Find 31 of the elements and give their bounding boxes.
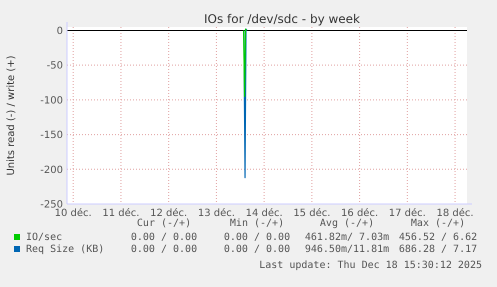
chart-title: IOs for /dev/sdc - by week	[204, 12, 360, 26]
x-tick-label: 17 déc.	[388, 208, 426, 219]
x-tick-label: 14 déc.	[246, 208, 283, 219]
text: Avg (-/+)	[320, 218, 374, 229]
text: 0.00 / 0.00	[130, 244, 198, 255]
text: 686.28 / 7.17	[398, 244, 478, 255]
y-axis-title: Units read (-) / write (+)	[6, 55, 17, 176]
x-tick-label: 10 déc.	[54, 208, 92, 219]
x-tick-label: 15 déc.	[293, 208, 330, 219]
text: 0.00 / 0.00	[224, 244, 290, 255]
y-tick-label: -50	[46, 60, 63, 72]
text: Min (-/+)	[230, 218, 284, 229]
x-tick-label: 12 déc.	[150, 208, 188, 219]
y-tick-label: -100	[40, 95, 63, 106]
legend-label: IO/sec	[26, 232, 62, 243]
text: Max (-/+)	[410, 218, 466, 229]
y-tick-label: 0	[56, 26, 63, 37]
text: Cur (-/+)	[136, 218, 192, 229]
x-tick-label: 16 déc.	[341, 208, 378, 219]
legend-label: Req Size (KB)	[26, 244, 104, 255]
x-tick-label: 13 déc.	[198, 208, 235, 219]
text: 0.00 / 0.00	[224, 232, 290, 243]
x-tick-label: 11 déc.	[102, 208, 140, 219]
text: 461.82m/ 7.03m	[304, 232, 390, 243]
y-tick-label: -150	[40, 130, 63, 142]
text: 946.50m/11.81m	[304, 244, 390, 255]
text: 456.52 / 6.62	[398, 232, 478, 243]
y-tick-label: -200	[40, 164, 63, 176]
text: Last update: Thu Dec 18 15:30:12 2025	[259, 260, 482, 271]
text: 0.00 / 0.00	[130, 232, 198, 243]
x-tick-label: 18 déc.	[436, 208, 474, 219]
